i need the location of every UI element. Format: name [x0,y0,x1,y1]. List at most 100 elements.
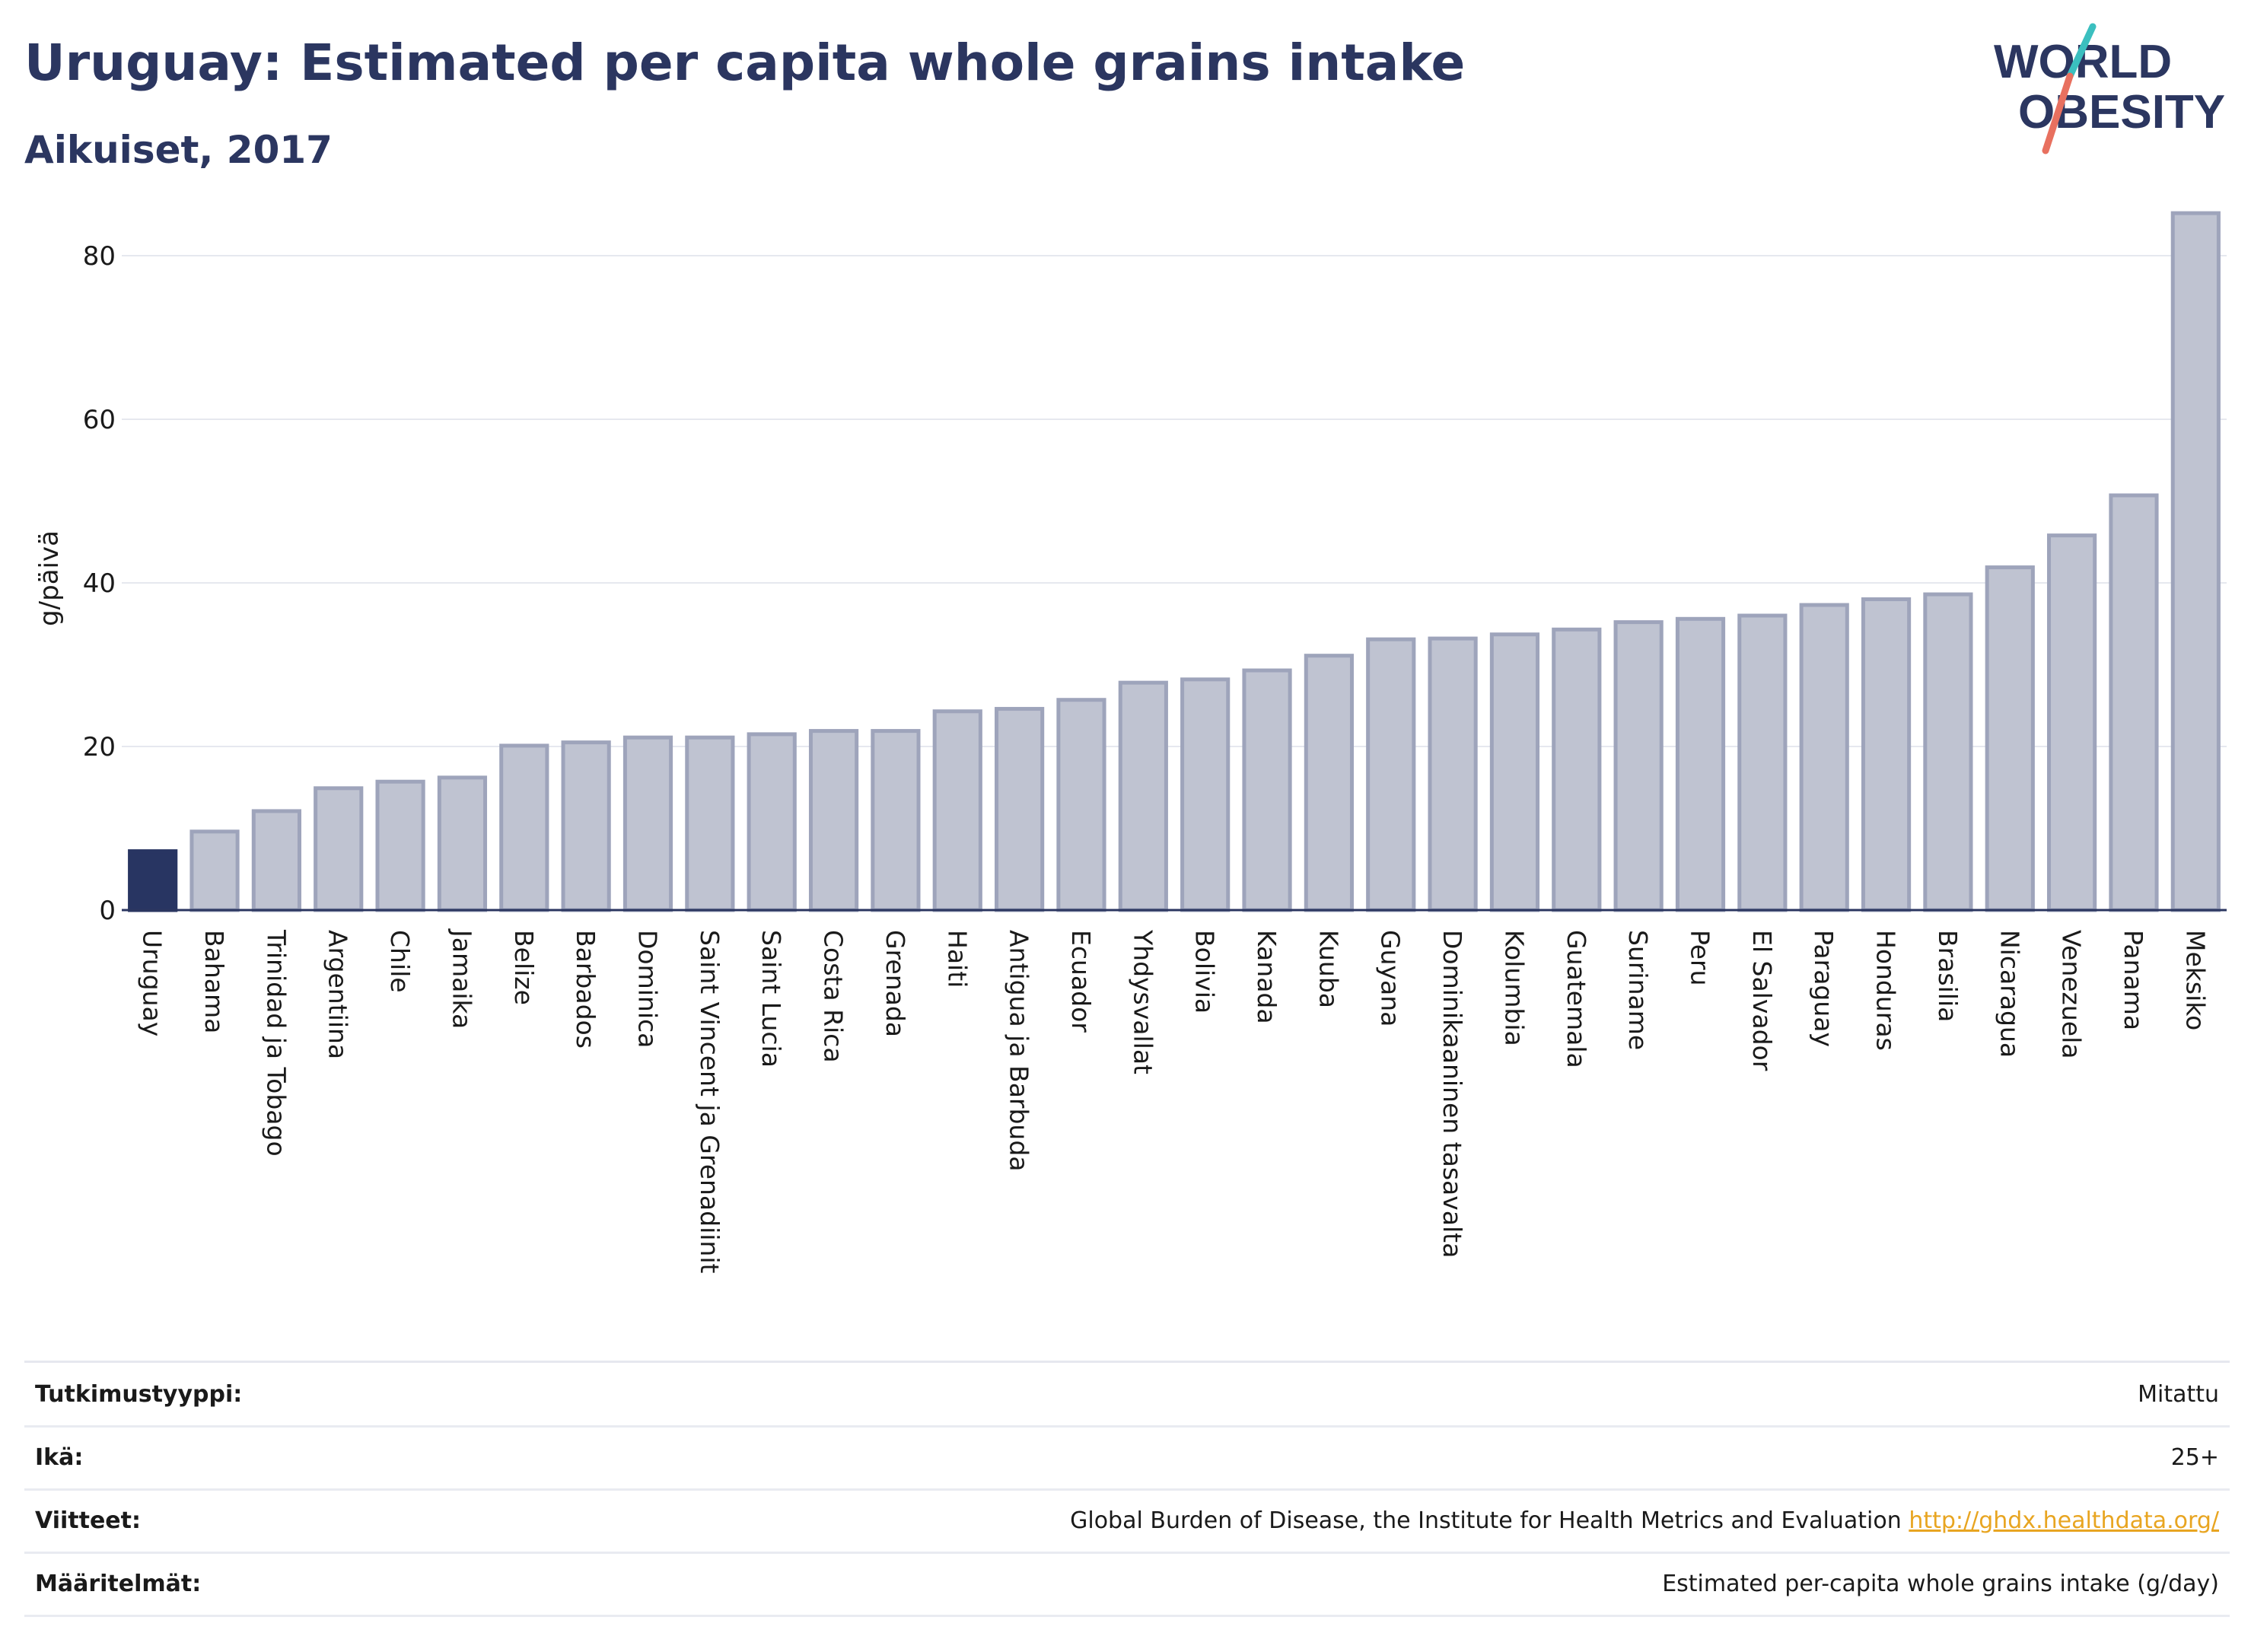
x-tick-label: Jamaika [447,928,476,1029]
y-tick-label: 60 [83,405,116,435]
bar-honduras[interactable] [1861,597,1912,912]
x-tick-label: Argentiina [323,930,353,1059]
bar-uruguay[interactable] [128,849,178,912]
bar-chart: 0 20 40 60 80 Uruguay Bahama Trinidad ja Tobag… [34,211,2227,1274]
info-value: Mitattu [2138,1381,2230,1408]
y-tick-label: 20 [83,732,116,762]
bar-venezuela[interactable] [2047,533,2097,912]
y-tick-label: 80 [83,241,116,272]
bar-saint-vincent-ja-grenadiinit[interactable] [685,735,735,912]
x-tick-label: Trinidad ja Tobago [261,929,291,1157]
bar-argentiina[interactable] [314,786,364,912]
bar-brasilia[interactable] [1923,592,1973,912]
x-tick-label: Peru [1686,930,1715,986]
bar-saint-lucia[interactable] [747,732,797,912]
x-tick-label: Meksiko [2180,930,2210,1030]
bar-antigua-ja-barbuda[interactable] [995,707,1045,912]
x-tick-label: Brasilia [1933,930,1963,1022]
bar-ecuador[interactable] [1056,698,1106,912]
info-label: Ikä: [35,1444,84,1471]
bar-guyana[interactable] [1366,637,1416,912]
x-tick-label: Belize [509,930,539,1005]
info-value: 25+ [2171,1444,2230,1471]
bar-el-salvador[interactable] [1737,613,1788,912]
x-tick-label: Chile [385,930,415,993]
info-value-text: 25+ [2170,1444,2219,1471]
x-tick-label: Panama [2119,930,2148,1030]
bar-barbados[interactable] [561,740,611,912]
info-label: Määritelmät: [35,1570,202,1597]
x-tick-label: Nicaragua [1995,930,2024,1058]
x-tick-label: Bahama [199,930,229,1033]
info-value-text: Global Burden of Disease, the Institute … [1070,1507,1902,1534]
bar-kanada[interactable] [1242,668,1292,912]
x-tick-label: Kuuba [1313,930,1343,1008]
bar-bahama[interactable] [189,829,240,912]
bar-kolumbia[interactable] [1489,632,1540,912]
bar-suriname[interactable] [1613,620,1664,912]
bar-bolivia[interactable] [1180,677,1231,912]
x-tick-label: Haiti [942,930,972,988]
x-tick-label: Antigua ja Barbuda [1005,930,1034,1172]
x-tick-label: Bolivia [1190,930,1220,1014]
y-tick-label: 40 [83,568,116,599]
x-tick-label: Guatemala [1562,930,1591,1068]
x-tick-label: Barbados [571,930,600,1049]
bar-dominikaaninen-tasavalta[interactable] [1428,636,1478,912]
bar-paraguay[interactable] [1799,603,1849,912]
logo-slash-top [2066,23,2097,80]
bar-jamaika[interactable] [437,775,488,912]
x-tick-label: Yhdysvallat [1128,929,1157,1074]
bar-meksiko[interactable] [2170,211,2221,912]
x-tick-label: Ecuador [1066,930,1096,1033]
world-obesity-logo: WORLD OBESITY [1994,23,2225,154]
y-tick-label: 0 [99,896,116,926]
bar-dominica[interactable] [622,735,673,912]
bar-trinidad-ja-tobago[interactable] [251,809,301,912]
x-tick-label: Venezuela [2057,930,2087,1058]
x-tick-label: Kolumbia [1499,930,1529,1046]
bar-guatemala[interactable] [1552,627,1602,912]
info-value-text: Mitattu [2138,1380,2219,1408]
source-link[interactable]: http://ghdx.healthdata.org/ [1909,1507,2219,1534]
x-tick-label: Suriname [1623,930,1653,1050]
info-row: Ikä: 25+ [24,1426,2230,1491]
bar-haiti[interactable] [932,709,982,912]
info-table-top-border [24,1361,2230,1363]
y-axis-ticks: 0 20 40 60 80 [83,241,116,926]
bar-chile[interactable] [375,779,425,912]
chart-subtitle: Aikuiset, 2017 [24,128,333,172]
x-tick-label: Uruguay [138,930,167,1036]
chart-title: Uruguay: Estimated per capita whole grai… [24,33,1466,92]
x-tick-label: Dominica [633,930,663,1048]
bar-grenada[interactable] [871,729,921,912]
info-value-text: Estimated per-capita whole grains intake… [1662,1570,2219,1597]
bar-costa-rica[interactable] [808,729,859,912]
x-tick-label: Kanada [1252,930,1282,1024]
info-label: Tutkimustyyppi: [35,1380,243,1408]
bar-kuuba[interactable] [1304,654,1354,912]
bar-yhdysvallat[interactable] [1118,680,1168,912]
bar-peru[interactable] [1675,616,1726,912]
bar-panama[interactable] [2109,493,2159,912]
logo-slash-bottom [2042,72,2074,154]
x-tick-label: El Salvador [1747,930,1777,1071]
info-label: Viitteet: [35,1507,141,1534]
x-tick-label: Paraguay [1809,930,1839,1047]
bar-nicaragua[interactable] [1985,565,2035,912]
info-row: Tutkimustyyppi: Mitattu [24,1363,2230,1428]
x-tick-label: Honduras [1871,930,1901,1051]
x-tick-label: Dominikaaninen tasavalta [1438,930,1467,1258]
info-value: Estimated per-capita whole grains intake… [1662,1571,2230,1597]
x-axis-labels: Uruguay Bahama Trinidad ja Tobago Argentiin… [138,928,2211,1274]
bars [128,211,2221,912]
x-tick-label: Grenada [880,930,910,1037]
x-tick-label: Saint Vincent ja Grenadiinit [695,930,724,1274]
info-row: Määritelmät: Estimated per-capita whole g… [24,1552,2230,1617]
x-tick-label: Costa Rica [819,930,849,1063]
info-row: Viitteet: Global Burden of Disease, the I… [24,1489,2230,1554]
y-axis-label: g/päivä [34,530,65,626]
bar-belize[interactable] [499,743,549,912]
x-tick-label: Guyana [1376,930,1406,1027]
x-tick-label: Saint Lucia [756,930,786,1068]
